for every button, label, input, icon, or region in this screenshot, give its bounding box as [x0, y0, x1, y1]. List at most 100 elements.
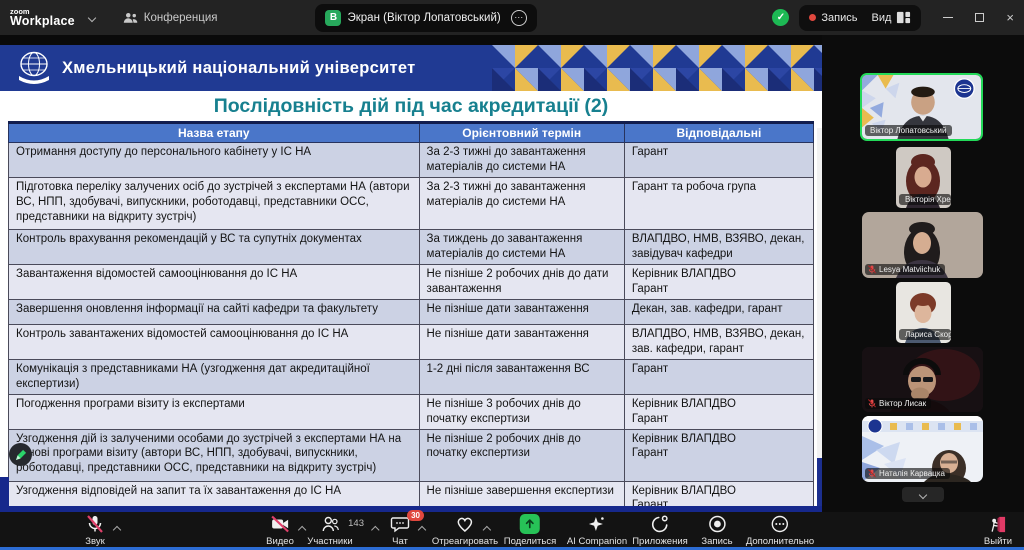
participant-name: Lesya Matviichuk	[879, 265, 941, 274]
table-row: Комунікація з представниками НА (узгодже…	[8, 358, 815, 395]
participants-count: 143	[348, 518, 364, 529]
recording-dot-icon	[809, 14, 817, 21]
tab-options-icon[interactable]: ⋯	[510, 9, 527, 26]
table-cell: Контроль завантажених відомостей самооці…	[8, 323, 420, 360]
minimize-button[interactable]	[943, 16, 954, 19]
slide-title: Послідовність дій під час акредитації (2…	[213, 94, 609, 117]
slide-scrollbar-thumb[interactable]	[817, 458, 822, 506]
participant-name-label: Лариса Скоробогата	[899, 329, 951, 340]
share-border-line	[0, 547, 1024, 550]
record-button[interactable]: Запись	[701, 515, 733, 547]
react-button[interactable]: Отреагировать	[432, 515, 498, 547]
table-cell: Керівник ВЛАПДВО Гарант	[623, 263, 815, 300]
mic-muted-icon	[87, 515, 103, 533]
table-cell: Не пізніше дати завантаження	[418, 323, 625, 360]
table-header-row: Назва етапу Орієнтовний термін Відповіда…	[8, 121, 815, 143]
leave-button[interactable]: Выйти	[984, 515, 1012, 547]
table-cell: Гарант та робоча група	[623, 176, 815, 230]
close-button[interactable]: ×	[1006, 10, 1014, 25]
table-cell: Отримання доступу до персонального кабін…	[8, 142, 420, 178]
table-cell: Керівник ВЛАПДВО Гарант	[623, 428, 815, 482]
people-icon	[123, 13, 138, 23]
table-row: Завантаження відомостей самооцінювання д…	[8, 263, 815, 300]
slide-scrollbar[interactable]	[817, 128, 822, 506]
muted-mic-icon	[868, 399, 876, 408]
audio-options-chevron[interactable]	[112, 520, 122, 538]
react-options-chevron[interactable]	[482, 520, 492, 538]
university-name: Хмельницький національний університет	[62, 58, 416, 77]
table-row: Підготовка переліку залучених осіб до зу…	[8, 176, 815, 230]
participant-tile[interactable]: Віктор Лисак	[862, 347, 983, 412]
table-cell: За 2-3 тижні до завантаження матеріалів …	[418, 176, 625, 230]
video-button[interactable]: Видео	[266, 515, 307, 547]
view-button[interactable]: Вид	[872, 10, 912, 25]
participant-name-label: Віктор Лисак	[865, 398, 932, 409]
camera-muted-icon	[271, 515, 289, 533]
video-label: Видео	[266, 536, 294, 547]
muted-mic-icon	[868, 265, 876, 274]
table-cell: Узгодження дій із залученими особами до …	[8, 428, 420, 482]
participants-options-chevron[interactable]	[370, 520, 380, 538]
annotation-pencil-icon[interactable]	[8, 442, 33, 467]
participant-name: Віктор Лопатовський	[870, 126, 947, 135]
tab-meeting[interactable]: Конференция	[113, 4, 228, 32]
slide-decor-block	[0, 477, 9, 506]
apps-button[interactable]: Приложения	[632, 515, 688, 547]
meeting-status-pill: Запись Вид	[799, 4, 922, 31]
participant-name: Наталія Карвацка	[879, 469, 945, 478]
participant-tile[interactable]: Lesya Matviichuk	[862, 212, 983, 278]
table-cell: Контроль врахування рекомендацій у ВС та…	[8, 228, 420, 265]
chat-button[interactable]: 30 Чат	[390, 510, 427, 547]
video-options-chevron[interactable]	[297, 520, 307, 538]
table-cell: Завершення оновлення інформації на сайті…	[8, 298, 420, 325]
security-shield-icon[interactable]: ✓	[772, 9, 790, 26]
sharer-initial-badge: В	[325, 9, 342, 26]
table-cell: За тиждень до завантаження матеріалів до…	[418, 228, 625, 265]
tab-screen-label: Экран (Віктор Лопатовський)	[347, 11, 501, 24]
tab-screen-share[interactable]: В Экран (Віктор Лопатовський) ⋯	[315, 3, 537, 32]
table-cell: ВЛАПДВО, НМВ, ВЗЯВО, декан, завідувач ка…	[623, 228, 815, 265]
participant-name-label: Віктор Лопатовський	[865, 125, 952, 136]
maximize-button[interactable]	[975, 13, 985, 22]
zoom-workplace-logo[interactable]: zoom Workplace	[10, 7, 75, 28]
table-row: Узгодження дій із залученими особами до …	[8, 428, 815, 482]
participants-icon	[322, 516, 339, 532]
participant-name-label: Наталія Карвацка	[865, 468, 950, 479]
participant-name-label: Lesya Matviichuk	[865, 264, 946, 275]
recording-label: Запись	[821, 11, 858, 24]
share-button[interactable]: Поделиться	[504, 514, 556, 547]
apps-icon	[651, 515, 668, 533]
react-label: Отреагировать	[431, 536, 499, 547]
chevron-down-icon[interactable]	[87, 13, 97, 22]
participant-tile[interactable]: Лариса Скоробогата	[896, 282, 951, 343]
table-cell: За 2-3 тижні до завантаження матеріалів …	[418, 142, 625, 178]
share-screen-icon	[520, 514, 540, 534]
meeting-toolbar: Звук Видео 143	[0, 510, 1024, 547]
more-ellipsis-icon	[771, 515, 789, 533]
recording-indicator[interactable]: Запись	[809, 11, 858, 24]
apps-label: Приложения	[632, 536, 688, 547]
view-label: Вид	[871, 11, 892, 24]
more-button[interactable]: Дополнительно	[746, 515, 814, 547]
ai-companion-button[interactable]: AI Companion	[567, 515, 627, 547]
chat-label: Чат	[392, 536, 408, 547]
participants-button[interactable]: 143 Участники	[307, 515, 380, 547]
participant-tile[interactable]: Вікторія Хренова	[896, 147, 951, 208]
participants-label: Участники	[307, 536, 353, 547]
table-header-cell: Орієнтовний термін	[418, 121, 625, 143]
university-logo	[19, 51, 49, 84]
slide-decor-bar	[0, 506, 822, 512]
leave-door-icon	[991, 516, 1005, 533]
table-cell: Керівник ВЛАПДВО Гарант	[623, 393, 815, 430]
table-row: Контроль врахування рекомендацій у ВС та…	[8, 228, 815, 265]
heart-icon	[457, 517, 473, 532]
table-cell: Декан, зав. кафедри, гарант	[623, 298, 815, 325]
table-cell: Не пізніше 2 робочих днів до дати завант…	[418, 263, 625, 300]
chat-options-chevron[interactable]	[417, 520, 427, 538]
scroll-participants-button[interactable]	[902, 487, 944, 502]
audio-button[interactable]: Звук	[85, 515, 122, 547]
participant-tile[interactable]: Віктор Лопатовський	[860, 73, 983, 141]
muted-mic-icon	[868, 469, 876, 478]
participant-tile[interactable]: Наталія Карвацка	[862, 416, 983, 482]
